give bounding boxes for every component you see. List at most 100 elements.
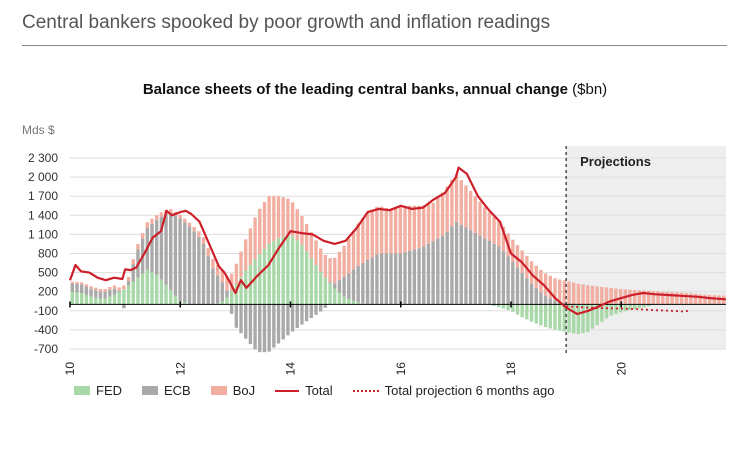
bar-boj <box>178 214 182 219</box>
bar-boj <box>707 294 712 305</box>
bar-boj <box>548 275 552 299</box>
bar-ecb <box>375 254 379 305</box>
bar-ecb <box>304 304 309 322</box>
bar-boj <box>511 239 515 262</box>
bar-boj <box>689 293 693 305</box>
bar-fed <box>646 304 651 307</box>
bar-fed <box>159 279 164 305</box>
bar-ecb <box>211 268 215 305</box>
bar-fed <box>600 304 604 322</box>
bar-boj <box>464 185 468 228</box>
bar-ecb <box>440 235 445 305</box>
bar-boj <box>651 291 656 305</box>
bar-ecb <box>183 222 187 303</box>
bar-boj <box>440 192 445 236</box>
bar-boj <box>637 290 642 305</box>
bar-boj <box>145 222 150 228</box>
bar-boj <box>482 207 487 239</box>
bar-ecb <box>459 224 463 305</box>
bar-boj <box>567 281 571 304</box>
bar-boj <box>253 217 257 260</box>
bar-ecb <box>562 302 567 305</box>
bar-fed <box>333 288 337 305</box>
bar-fed <box>169 290 173 305</box>
bar-fed <box>112 294 117 305</box>
bar-fed <box>337 292 342 305</box>
bar-boj <box>412 205 417 250</box>
bar-ecb <box>431 241 435 305</box>
bar-ecb <box>276 304 281 344</box>
bar-boj <box>459 180 463 225</box>
bar-boj <box>276 196 281 239</box>
bar-boj <box>80 282 84 285</box>
bar-fed <box>290 236 295 305</box>
bar-boj <box>515 245 520 268</box>
bar-fed <box>557 304 562 331</box>
legend-projection-label: Total projection 6 months ago <box>384 383 555 398</box>
bar-fed <box>286 235 290 305</box>
x-tick-label: 18 <box>504 362 518 376</box>
bar-fed <box>543 304 548 328</box>
bar-boj <box>201 237 206 244</box>
bar-ecb <box>497 246 501 305</box>
bar-fed <box>567 304 571 333</box>
bar-boj <box>267 196 271 244</box>
bar-boj <box>239 251 243 278</box>
bar-boj <box>426 204 431 244</box>
legend-projection-swatch <box>352 389 379 392</box>
bar-boj <box>679 292 684 305</box>
bar-boj <box>304 224 309 252</box>
bar-ecb <box>103 291 107 299</box>
bar-boj <box>384 207 388 254</box>
bar-ecb <box>89 288 93 297</box>
legend-total-swatch <box>275 389 300 392</box>
bar-boj <box>534 265 538 289</box>
bar-ecb <box>361 262 365 304</box>
y-tick-label: 1 100 <box>28 227 58 241</box>
bar-fed <box>136 277 140 305</box>
x-tick-label: 20 <box>614 362 628 376</box>
bar-boj <box>595 286 599 305</box>
bar-boj <box>698 294 702 305</box>
bar-boj <box>290 202 295 237</box>
series-total-projection-line <box>566 305 691 313</box>
bar-ecb <box>389 253 393 305</box>
bar-fed <box>215 303 220 305</box>
bar-ecb <box>309 304 314 319</box>
bar-ecb <box>464 227 468 305</box>
legend-ecb-swatch <box>142 386 158 395</box>
bar-ecb <box>206 256 210 305</box>
legend-total: Total <box>275 383 333 398</box>
bar-ecb <box>506 256 510 305</box>
bar-ecb <box>267 304 271 352</box>
bar-fed <box>628 304 632 311</box>
page-title: Central bankers spooked by poor growth a… <box>22 12 551 33</box>
bar-ecb <box>178 218 182 302</box>
bar-ecb <box>253 304 257 350</box>
bar-boj <box>300 216 304 245</box>
bar-boj <box>487 212 492 242</box>
bar-fed <box>145 269 150 305</box>
bar-ecb <box>295 304 299 329</box>
bar-boj <box>197 231 201 237</box>
bar-ecb <box>515 267 520 305</box>
bar-boj <box>187 222 192 227</box>
legend-fed-label: FED <box>96 383 122 398</box>
bar-ecb <box>436 238 440 305</box>
bar-boj <box>642 290 646 305</box>
bar-fed <box>642 304 646 308</box>
bar-fed <box>300 244 304 305</box>
y-tick-label: -400 <box>34 323 58 337</box>
bar-ecb <box>426 243 431 305</box>
bar-boj <box>408 205 412 251</box>
bar-boj <box>684 292 688 305</box>
bar-fed <box>318 271 323 305</box>
bar-ecb <box>187 226 192 304</box>
bar-boj <box>244 239 248 271</box>
bar-boj <box>248 228 253 265</box>
bar-ecb <box>543 295 548 305</box>
bar-boj <box>314 240 318 265</box>
bar-ecb <box>173 215 178 296</box>
y-tick-label: 200 <box>38 285 58 299</box>
bar-fed <box>84 294 89 305</box>
